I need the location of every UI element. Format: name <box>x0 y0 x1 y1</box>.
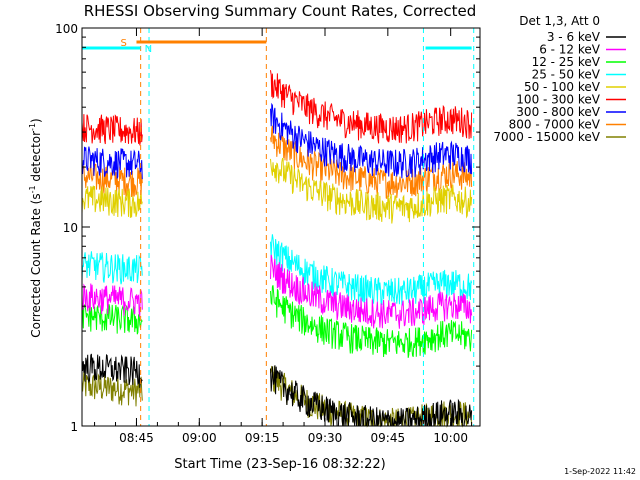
series-line <box>81 283 143 317</box>
legend-label: 3 - 6 keV <box>547 30 601 44</box>
series-line <box>270 234 473 306</box>
legend-label: 300 - 800 keV <box>516 105 600 119</box>
flag-label: S <box>120 38 126 49</box>
x-tick-label: 08:45 <box>119 431 154 445</box>
series-line <box>270 125 473 200</box>
y-axis: 1 10 100 <box>55 22 480 434</box>
series-line <box>81 185 143 218</box>
x-tick-label: 09:15 <box>245 431 280 445</box>
y-tick-label: 10 <box>63 221 78 235</box>
plot-area: SN <box>81 28 475 428</box>
legend-title: Det 1,3, Att 0 <box>519 14 600 28</box>
series-line <box>81 303 143 335</box>
legend-label: 12 - 25 keV <box>532 55 601 69</box>
legend-label: 6 - 12 keV <box>539 43 601 57</box>
series-line <box>270 254 473 329</box>
y-tick-label: 1 <box>70 420 78 434</box>
x-axis: 08:45 09:00 09:15 09:30 09:45 10:00 <box>94 28 473 445</box>
legend-label: 7000 - 15000 keV <box>493 130 600 144</box>
x-tick-label: 09:30 <box>308 431 343 445</box>
plot-frame <box>81 27 481 427</box>
x-tick-label: 09:45 <box>371 431 406 445</box>
y-label-end: ) <box>29 118 43 123</box>
legend-label: 50 - 100 keV <box>524 80 601 94</box>
series-line <box>270 157 473 224</box>
y-label-main: Corrected Count Rate (s <box>29 193 43 337</box>
y-label-mid: detector <box>29 131 43 186</box>
y-label-sup: -1 <box>28 185 37 193</box>
series-line <box>81 371 143 407</box>
y-tick-label: 100 <box>55 22 78 36</box>
series-line <box>270 365 473 428</box>
series-line <box>81 353 143 388</box>
y-label-sup2: -1 <box>28 123 37 131</box>
series-line <box>270 70 473 144</box>
x-axis-label: Start Time (23-Sep-16 08:32:22) <box>174 457 385 472</box>
series-line <box>270 285 473 358</box>
series-line <box>81 146 143 180</box>
series-line <box>81 251 143 285</box>
x-tick-label: 09:00 <box>182 431 217 445</box>
timestamp: 1-Sep-2022 11:42 <box>564 467 636 476</box>
chart-title: RHESSI Observing Summary Count Rates, Co… <box>84 2 477 20</box>
series-line <box>81 114 143 146</box>
legend-label: 800 - 7000 keV <box>509 118 601 132</box>
flag-label: N <box>145 44 152 55</box>
y-axis-label: Corrected Count Rate (s-1 detector-1) <box>28 118 43 337</box>
legend-label: 25 - 50 keV <box>532 68 601 82</box>
series-line <box>270 102 473 179</box>
x-tick-label: 10:00 <box>433 431 468 445</box>
legend-label: 100 - 300 keV <box>516 93 600 107</box>
